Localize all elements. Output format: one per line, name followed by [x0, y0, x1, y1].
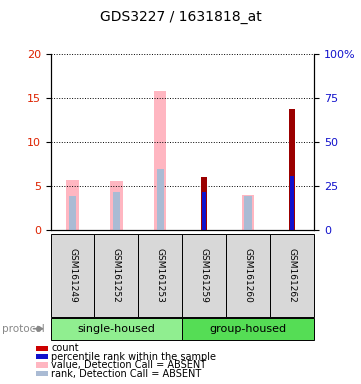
- Text: value, Detection Call = ABSENT: value, Detection Call = ABSENT: [51, 360, 206, 370]
- Text: GSM161252: GSM161252: [112, 248, 121, 303]
- Text: group-housed: group-housed: [210, 324, 287, 334]
- Bar: [202, 192, 206, 230]
- Text: GSM161260: GSM161260: [244, 248, 253, 303]
- Text: GSM161262: GSM161262: [288, 248, 297, 303]
- Text: GSM161259: GSM161259: [200, 248, 209, 303]
- Bar: [110, 181, 123, 230]
- Text: rank, Detection Call = ABSENT: rank, Detection Call = ABSENT: [51, 369, 201, 379]
- Bar: [242, 195, 255, 230]
- Text: protocol: protocol: [2, 324, 44, 334]
- Bar: [290, 175, 294, 230]
- Bar: [157, 169, 164, 230]
- Text: single-housed: single-housed: [78, 324, 155, 334]
- Bar: [66, 180, 79, 230]
- Bar: [201, 177, 207, 230]
- Bar: [113, 192, 120, 230]
- Bar: [69, 196, 76, 230]
- Text: GSM161253: GSM161253: [156, 248, 165, 303]
- Bar: [244, 196, 252, 230]
- Text: GSM161249: GSM161249: [68, 248, 77, 303]
- Text: GDS3227 / 1631818_at: GDS3227 / 1631818_at: [100, 10, 261, 23]
- Bar: [154, 91, 166, 230]
- Text: count: count: [51, 343, 79, 353]
- Text: percentile rank within the sample: percentile rank within the sample: [51, 352, 216, 362]
- Bar: [289, 109, 295, 230]
